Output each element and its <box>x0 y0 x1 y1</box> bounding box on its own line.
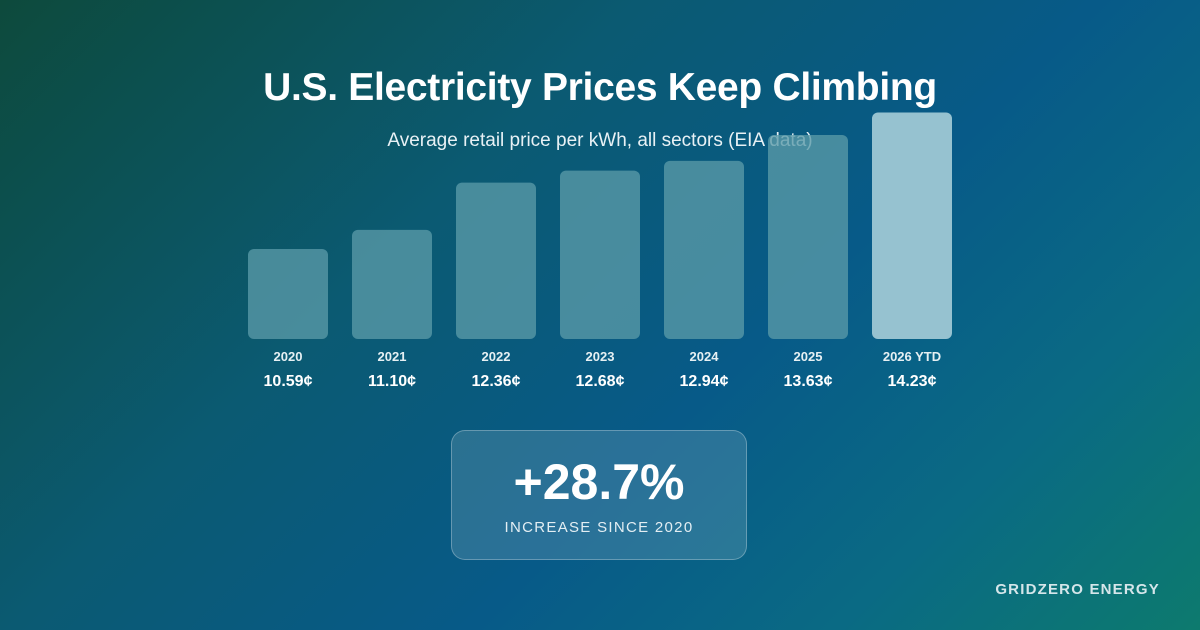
brand-wordmark: GRIDZERO ENERGY <box>995 581 1160 598</box>
value-label: 14.23¢ <box>888 373 937 390</box>
value-label: 13.63¢ <box>784 373 833 390</box>
bar-2021 <box>352 229 432 339</box>
category-label: 2022 <box>482 349 511 364</box>
increase-stat-card: +28.7% INCREASE SINCE 2020 <box>451 430 747 560</box>
chart-subtitle: Average retail price per kWh, all sector… <box>387 130 813 151</box>
value-label: 10.59¢ <box>264 373 313 390</box>
increase-stat-label: INCREASE SINCE 2020 <box>504 519 694 536</box>
category-label: 2025 <box>794 349 823 364</box>
category-label: 2023 <box>586 349 615 364</box>
category-label: 2021 <box>378 349 407 364</box>
value-label: 12.36¢ <box>472 373 521 390</box>
bar-2023 <box>560 170 640 339</box>
bar-2025 <box>768 135 848 339</box>
bar-chart: 2020 10.59¢ 2021 11.10¢ 2022 12.36¢ 2023 12.68¢… <box>248 112 952 390</box>
bar-2024 <box>664 160 744 339</box>
category-label: 2024 <box>690 349 720 364</box>
value-label: 11.10¢ <box>368 373 416 390</box>
bar-2020 <box>248 249 328 339</box>
increase-stat-value: +28.7% <box>513 454 685 510</box>
value-label: 12.68¢ <box>576 373 625 390</box>
chart-title: U.S. Electricity Prices Keep Climbing <box>263 66 937 109</box>
bar-2026-ytd <box>872 112 952 339</box>
bar-2022 <box>456 182 536 339</box>
category-label: 2026 YTD <box>883 349 941 364</box>
value-label: 12.94¢ <box>680 373 729 390</box>
category-label: 2020 <box>274 349 303 364</box>
